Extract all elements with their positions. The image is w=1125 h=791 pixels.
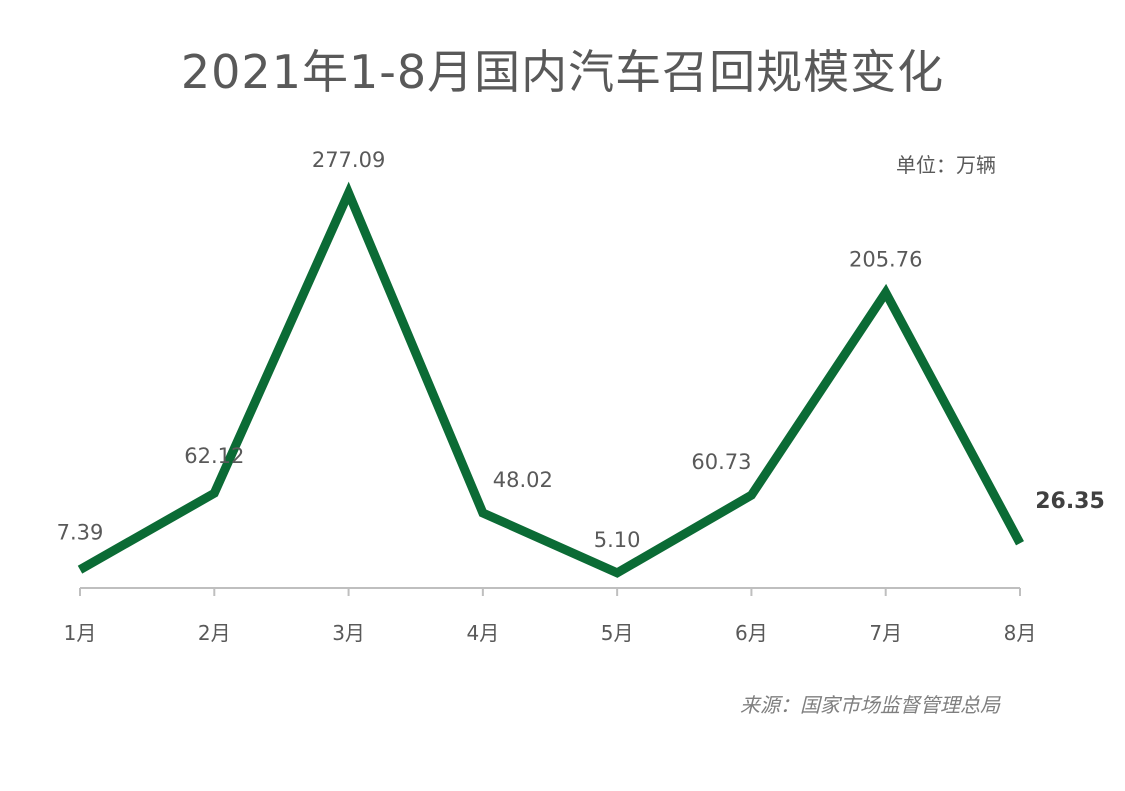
x-axis-tick-label: 4月 bbox=[466, 621, 499, 645]
x-axis-tick-label: 2月 bbox=[198, 621, 231, 645]
x-axis-tick-label: 6月 bbox=[735, 621, 768, 645]
data-label: 26.35 bbox=[1035, 489, 1105, 514]
data-label: 205.76 bbox=[849, 248, 922, 272]
x-axis-tick-label: 3月 bbox=[332, 621, 365, 645]
data-label: 7.39 bbox=[57, 521, 104, 545]
unit-label: 单位：万辆 bbox=[896, 153, 996, 177]
data-label: 62.12 bbox=[184, 444, 244, 468]
data-label: 60.73 bbox=[691, 450, 751, 474]
series-line-recall-volume bbox=[77, 181, 1024, 578]
x-axis-tick-labels: 1月 2月 3月 4月 5月 6月 7月 8月 bbox=[64, 621, 1037, 645]
data-labels: 7.39 62.12 277.09 48.02 5.10 60.73 205.76 26.35 bbox=[57, 148, 1105, 552]
x-axis-tick-label: 5月 bbox=[601, 621, 634, 645]
x-axis-ticks bbox=[79, 588, 1021, 596]
x-axis-tick-label: 1月 bbox=[64, 621, 97, 645]
x-axis-tick-label: 8月 bbox=[1004, 621, 1037, 645]
chart-title: 2021年1-8月国内汽车召回规模变化 bbox=[180, 45, 945, 99]
source-note: 来源：国家市场监督管理总局 bbox=[740, 693, 1000, 717]
data-label: 48.02 bbox=[493, 468, 553, 492]
data-label: 5.10 bbox=[594, 528, 641, 552]
x-axis-tick-label: 7月 bbox=[869, 621, 902, 645]
data-label: 277.09 bbox=[312, 148, 385, 172]
